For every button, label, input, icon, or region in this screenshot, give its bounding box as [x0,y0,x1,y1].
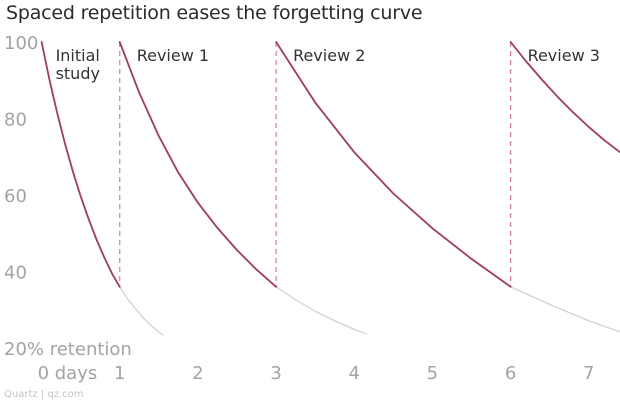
x-tick-label: 1 [114,363,125,384]
annotation-label: Initial [56,46,100,65]
x-tick-label: 7 [583,363,594,384]
faded-curve [509,286,620,333]
faded-curve [119,286,164,336]
x-tick-label: 4 [349,363,360,384]
forgetting-curve [275,41,512,288]
source-note: Quartz | qz.com [4,389,84,400]
annotation-label: study [56,64,100,83]
y-tick-label: 60 [4,186,27,207]
review-label: Review 3 [528,46,600,65]
x-tick-label: 5 [427,363,438,384]
x-tick-label: 0 days [38,363,98,384]
y-tick-label: 80 [4,110,27,131]
y-tick-label: 40 [4,263,27,284]
y-tick-label: 20% retention [4,339,132,360]
forgetting-curve [40,41,121,288]
chart-title: Spaced repetition eases the forgetting c… [6,2,423,24]
x-tick-label: 3 [270,363,281,384]
x-tick-label: 2 [192,363,203,384]
forgetting-curve [509,41,620,154]
review-label: Review 1 [137,46,209,65]
x-tick-label: 6 [505,363,516,384]
faded-curve [275,286,367,335]
review-label: Review 2 [293,46,365,65]
forgetting-curve [118,41,277,288]
y-tick-label: 100 [4,33,38,54]
